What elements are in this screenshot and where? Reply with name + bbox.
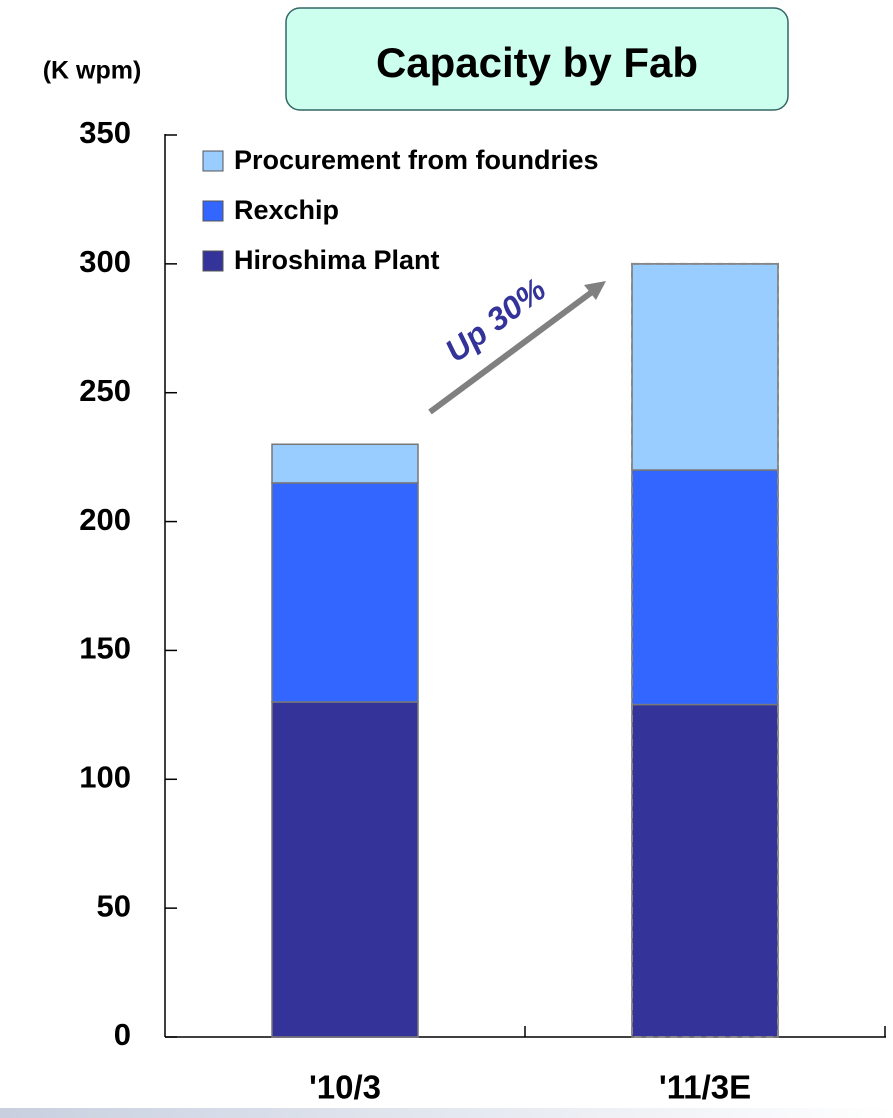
bar-segment [631,263,779,471]
y-tick-label: 100 [79,759,131,794]
bar-outline [631,262,779,1039]
y-tick-label: 300 [79,244,131,279]
bar-segment [271,701,419,1038]
bar-segment [271,443,419,484]
bar-segment [631,703,779,1038]
y-tick-label: 200 [79,502,131,537]
bar-segment [631,469,779,706]
chart-title: Capacity by Fab [376,39,698,86]
legend-label: Procurement from foundries [234,145,599,175]
y-tick-label: 350 [79,115,131,150]
footer-strip [0,1108,893,1118]
x-tick-label: '11/3E [659,1069,751,1106]
legend-swatch [202,150,224,172]
arrow-head [584,281,606,300]
annotation: Up 30% [438,271,552,369]
y-tick-label: 250 [79,373,131,408]
legend-label: Hiroshima Plant [234,245,440,275]
y-tick-label: 50 [97,888,131,923]
legend-swatch [202,200,224,222]
y-tick-label: 150 [79,631,131,666]
y-tick-label: 0 [114,1017,131,1052]
arrow-line [428,286,598,415]
bar-segment [271,482,419,703]
legend-swatch [202,250,224,272]
legend-label: Rexchip [234,195,339,225]
x-tick-label: '10/3 [309,1069,381,1106]
title-box [285,7,789,111]
y-axis-label: (K wpm) [43,57,142,85]
